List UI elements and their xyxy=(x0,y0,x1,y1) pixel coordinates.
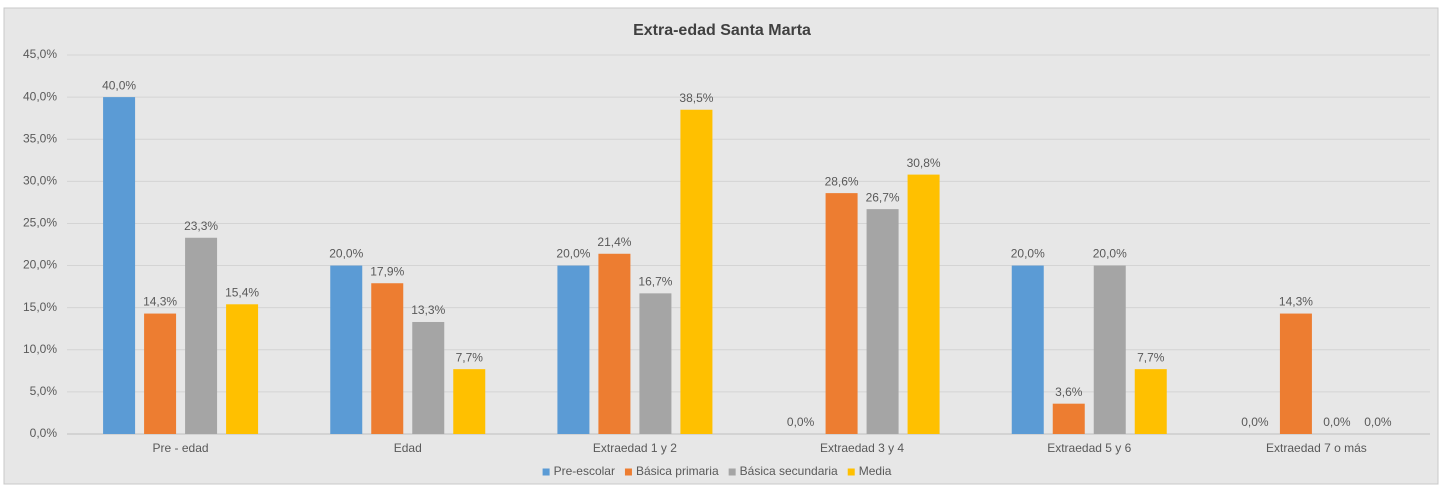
legend-label: Media xyxy=(859,464,892,478)
data-label: 16,7% xyxy=(638,275,672,289)
bar xyxy=(907,174,940,434)
bar xyxy=(453,369,486,434)
data-label: 7,7% xyxy=(456,350,484,364)
data-label: 20,0% xyxy=(329,247,363,261)
data-label: 3,6% xyxy=(1055,385,1083,399)
y-tick-label: 30,0% xyxy=(23,174,57,188)
data-label: 30,8% xyxy=(907,156,941,170)
legend-swatch xyxy=(728,468,736,476)
data-label: 15,4% xyxy=(225,285,259,299)
bar xyxy=(1052,403,1085,434)
y-tick-label: 35,0% xyxy=(23,131,57,145)
data-label: 20,0% xyxy=(556,247,590,261)
bar xyxy=(557,265,590,434)
y-tick-label: 5,0% xyxy=(30,384,58,398)
data-label: 14,3% xyxy=(143,295,177,309)
data-label: 20,0% xyxy=(1093,247,1127,261)
bar xyxy=(371,283,404,434)
bar xyxy=(598,253,631,434)
legend-swatch xyxy=(624,468,632,476)
bar xyxy=(185,237,218,434)
y-tick-label: 10,0% xyxy=(23,342,57,356)
x-tick-label: Edad xyxy=(394,441,422,455)
data-label: 0,0% xyxy=(1241,415,1269,429)
bar xyxy=(103,97,136,434)
bar xyxy=(1134,369,1167,434)
legend-label: Básica secundaria xyxy=(740,464,838,478)
chart-background xyxy=(3,7,1439,485)
y-tick-label: 15,0% xyxy=(23,300,57,314)
data-label: 13,3% xyxy=(411,303,445,317)
data-label: 38,5% xyxy=(679,91,713,105)
data-label: 14,3% xyxy=(1279,295,1313,309)
x-tick-label: Extraedad 7 o más xyxy=(1266,441,1367,455)
data-label: 20,0% xyxy=(1011,247,1045,261)
bar xyxy=(1011,265,1044,434)
data-label: 17,9% xyxy=(370,264,404,278)
bar xyxy=(412,321,445,434)
bar xyxy=(1093,265,1126,434)
data-label: 7,7% xyxy=(1137,350,1165,364)
bar xyxy=(144,313,177,434)
legend-swatch xyxy=(847,468,855,476)
data-label: 0,0% xyxy=(1323,415,1351,429)
legend-swatch xyxy=(542,468,550,476)
x-tick-label: Pre - edad xyxy=(153,441,209,455)
x-tick-label: Extraedad 1 y 2 xyxy=(593,441,677,455)
data-label: 26,7% xyxy=(866,190,900,204)
bar xyxy=(825,193,858,434)
x-tick-label: Extraedad 3 y 4 xyxy=(820,441,904,455)
y-tick-label: 45,0% xyxy=(23,47,57,61)
bar xyxy=(680,109,713,434)
data-label: 40,0% xyxy=(102,78,136,92)
bar xyxy=(226,304,259,434)
legend-label: Básica primaria xyxy=(636,464,719,478)
y-tick-label: 40,0% xyxy=(23,89,57,103)
bar xyxy=(330,265,363,434)
bar xyxy=(1279,313,1312,434)
bar xyxy=(639,293,672,434)
data-label: 28,6% xyxy=(825,174,859,188)
data-label: 23,3% xyxy=(184,219,218,233)
y-tick-label: 20,0% xyxy=(23,258,57,272)
data-label: 0,0% xyxy=(1364,415,1392,429)
chart-title: Extra-edad Santa Marta xyxy=(633,22,811,39)
data-label: 0,0% xyxy=(787,415,815,429)
x-tick-label: Extraedad 5 y 6 xyxy=(1047,441,1131,455)
y-tick-label: 25,0% xyxy=(23,216,57,230)
data-label: 21,4% xyxy=(597,235,631,249)
y-tick-label: 0,0% xyxy=(30,426,58,440)
legend-label: Pre-escolar xyxy=(554,464,615,478)
bar xyxy=(866,209,899,434)
